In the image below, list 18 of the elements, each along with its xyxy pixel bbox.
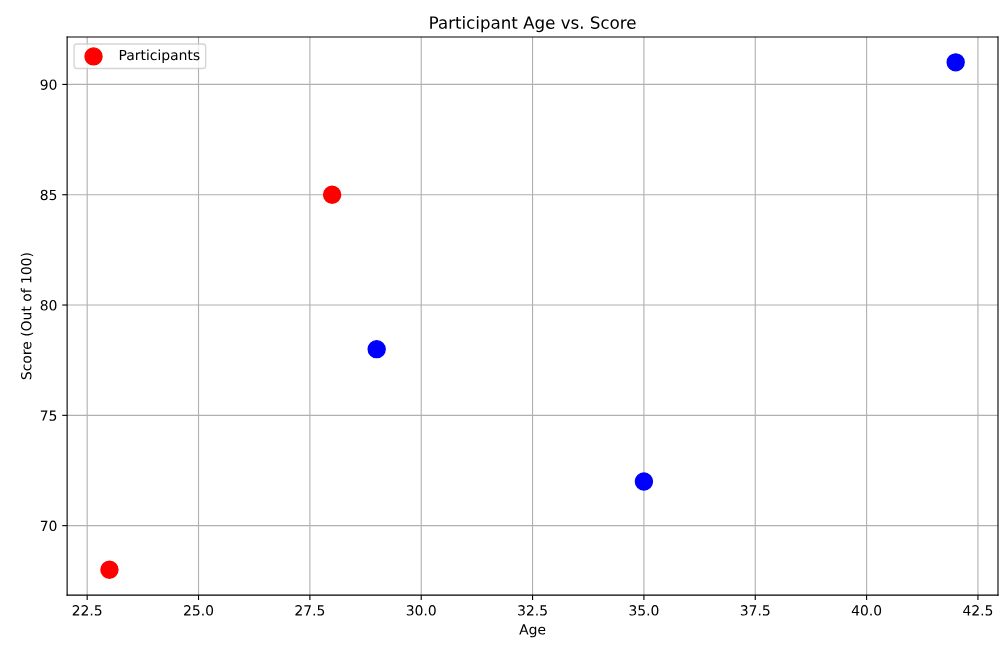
x-tick-label: 25.0 [184, 605, 214, 616]
x-tick-label: 30.0 [406, 605, 436, 616]
x-tick-label: 27.5 [295, 605, 325, 616]
y-tick-label: 80 [40, 300, 57, 311]
y-tick-label: 90 [40, 79, 57, 90]
y-tick-label: 70 [40, 520, 57, 532]
x-tick-label: 37.5 [740, 605, 770, 616]
x-tick-label: 22.5 [72, 605, 102, 616]
x-tick-label: 32.5 [518, 605, 547, 616]
y-axis-title: Score (Out of 100) [20, 253, 34, 380]
x-tick-label: 35.0 [629, 605, 659, 616]
x-axis-title: Age [519, 624, 546, 638]
y-tick-label: 75 [40, 410, 57, 421]
legend-label: Participants [119, 49, 200, 63]
chart-title: Participant Age vs. Score [430, 16, 636, 33]
x-tick-label: 42.5 [963, 605, 993, 616]
x-tick-label: 40.0 [851, 605, 882, 616]
y-tick-label: 85 [40, 189, 57, 201]
